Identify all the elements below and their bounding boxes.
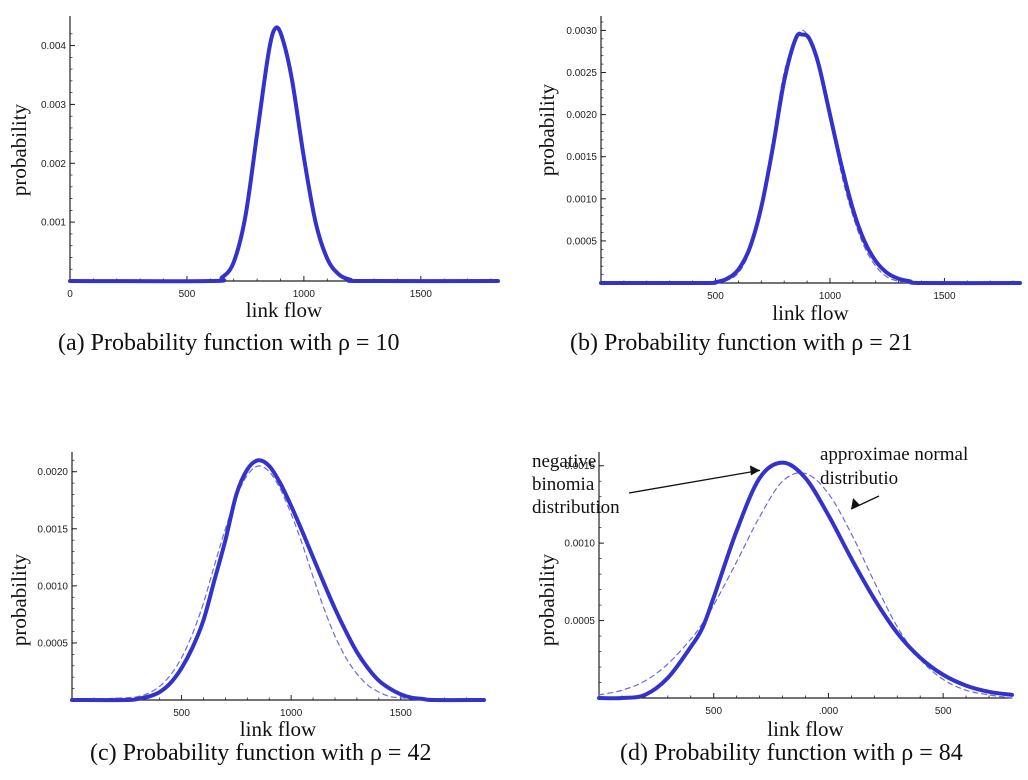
x-tick-label: 1000 bbox=[819, 291, 842, 302]
x-axis-label: link flow bbox=[246, 298, 323, 322]
y-tick-label: 0.0025 bbox=[566, 68, 597, 79]
y-tick-label: 0.0030 bbox=[566, 26, 597, 37]
annotation-arrowhead bbox=[749, 465, 760, 476]
y-tick-label: 0.001 bbox=[41, 218, 66, 229]
annotation-arrow bbox=[628, 469, 761, 494]
annotation-negative-binomial-line: binomia bbox=[532, 474, 595, 495]
dashed-series-line bbox=[71, 465, 485, 701]
solid-series-line bbox=[599, 31, 1022, 286]
x-tick-label: 1000 bbox=[280, 708, 303, 719]
annotation-negative-binomial-line: distribution bbox=[532, 497, 620, 518]
dashed-series-point bbox=[170, 674, 171, 675]
y-tick-label: 0.0005 bbox=[564, 616, 595, 627]
chart-svg-c: 500 1000 1500 0.0005 0.0010 0.0015 0.0020 link … bbox=[7, 452, 486, 741]
solid-series-line bbox=[597, 460, 1014, 701]
y-axis-label: probability bbox=[535, 83, 559, 176]
y-tick-label: 0.002 bbox=[41, 159, 66, 170]
y-axis-label: probability bbox=[7, 553, 31, 646]
x-tick-label: 500 bbox=[705, 706, 722, 717]
solid-series-line bbox=[68, 25, 500, 284]
x-tick-label: .000 bbox=[819, 706, 839, 717]
x-tick-label: 1500 bbox=[390, 708, 413, 719]
dashed-series-point bbox=[389, 696, 390, 697]
y-tick-label: 0.004 bbox=[41, 41, 66, 52]
y-tick-label: 0.0005 bbox=[566, 236, 597, 247]
x-axis-label: link flow bbox=[240, 717, 317, 741]
chart-panel-c: 500 1000 1500 0.0005 0.0010 0.0015 0.0020 link … bbox=[0, 390, 514, 780]
dashed-series-line bbox=[598, 472, 1013, 699]
chart-caption-d: (d) Probability function with ρ = 84 bbox=[620, 740, 963, 766]
dashed-series-point bbox=[269, 471, 270, 472]
y-tick-label: 0.0010 bbox=[566, 194, 597, 205]
chart-svg-a: 0 500 1000 1500 0.001 0.002 0.003 0.004 link flo… bbox=[7, 16, 500, 322]
annotation-arrowhead bbox=[851, 498, 861, 510]
y-tick-label: 0.0015 bbox=[566, 152, 597, 163]
y-axis-label: probability bbox=[535, 553, 559, 646]
chart-svg-d: 500 .000 500 0.0005 0.0010 0.0015 link flow pro… bbox=[532, 444, 1014, 741]
chart-panel-a: 0 500 1000 1500 0.001 0.002 0.003 0.004 link flo… bbox=[0, 0, 514, 390]
chart-panel-d: 500 .000 500 0.0005 0.0010 0.0015 link flow pro… bbox=[514, 390, 1028, 780]
chart-panel-b: 500 1000 1500 0.0005 0.0010 0.0015 0.0020 0.002… bbox=[514, 0, 1028, 390]
y-axis-label: probability bbox=[7, 103, 31, 196]
chart-caption-b: (b) Probability function with ρ = 21 bbox=[570, 330, 913, 356]
chart-caption-a: (a) Probability function with ρ = 10 bbox=[58, 330, 400, 356]
x-tick-label: 0 bbox=[67, 289, 73, 300]
x-tick-label: 1500 bbox=[410, 289, 433, 300]
x-tick-label: 1000 bbox=[293, 289, 316, 300]
dashed-series-point bbox=[988, 694, 989, 695]
chart-caption-c: (c) Probability function with ρ = 42 bbox=[90, 740, 432, 766]
x-axis-label: link flow bbox=[772, 301, 849, 325]
annotation-normal-approx-line: approximae normal bbox=[820, 444, 968, 465]
x-axis-label: link flow bbox=[767, 717, 844, 741]
annotation-negative-binomial-line: negative bbox=[532, 451, 596, 472]
x-tick-label: 500 bbox=[173, 708, 190, 719]
y-tick-label: 0.0010 bbox=[37, 581, 68, 592]
x-tick-label: 1500 bbox=[933, 291, 956, 302]
y-tick-label: 0.0020 bbox=[37, 467, 68, 478]
y-tick-label: 0.003 bbox=[41, 100, 66, 111]
y-tick-label: 0.0020 bbox=[566, 110, 597, 121]
solid-series-line bbox=[70, 458, 486, 703]
y-tick-label: 0.0015 bbox=[564, 461, 595, 472]
y-tick-label: 0.0005 bbox=[37, 638, 68, 649]
x-tick-label: 500 bbox=[179, 289, 196, 300]
dashed-series-line bbox=[600, 29, 1021, 284]
y-tick-label: 0.0010 bbox=[564, 539, 595, 550]
chart-svg-b: 500 1000 1500 0.0005 0.0010 0.0015 0.0020 0.002… bbox=[535, 16, 1022, 325]
y-tick-label: 0.0015 bbox=[37, 524, 68, 535]
annotation-normal-approx-line: distributio bbox=[820, 468, 898, 489]
x-tick-label: 500 bbox=[707, 291, 724, 302]
x-tick-label: 500 bbox=[935, 706, 952, 717]
